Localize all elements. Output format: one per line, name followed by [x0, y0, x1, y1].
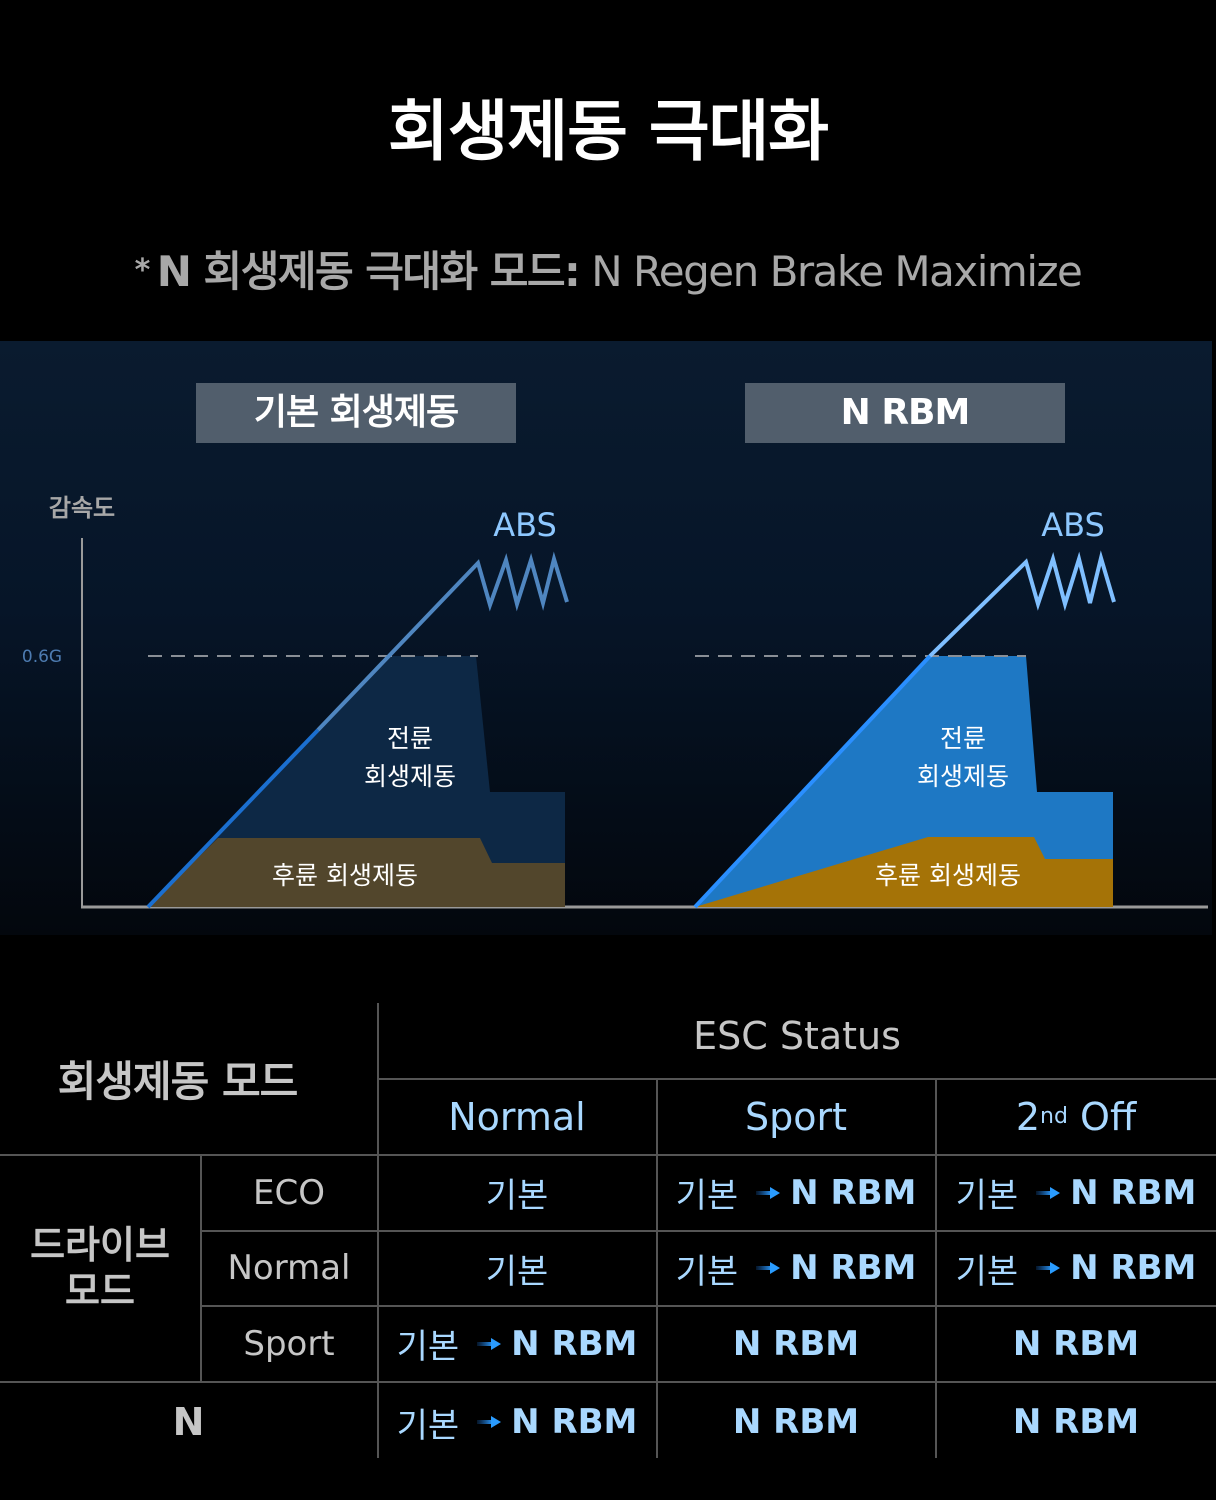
mode-to: N RBM: [511, 1323, 638, 1364]
grid-line: [200, 1155, 202, 1382]
panel-tag-basic: 기본 회생제동: [196, 383, 516, 443]
row-label-eco: ECO: [253, 1172, 325, 1213]
arrow-right-icon: [1036, 1262, 1061, 1274]
arrow-right-icon: [477, 1416, 502, 1428]
mode-to: N RBM: [790, 1248, 917, 1288]
mode-from: 기본: [955, 1251, 1019, 1292]
table-cell: N RBM: [657, 1382, 935, 1462]
table-cell: N RBM: [657, 1306, 935, 1381]
abs-zigzag: [316, 551, 569, 732]
mode-from: 기본: [675, 1251, 739, 1292]
esc-col-normal: Normal: [448, 1094, 586, 1139]
rear-label: 후륜 회생제동: [875, 861, 1021, 890]
grid-line: [378, 1078, 1216, 1080]
arrow-right-icon: [1036, 1186, 1061, 1199]
grid-line: [200, 1230, 1216, 1232]
mode-to: N RBM: [732, 1402, 860, 1442]
group-label-line1: 드라이브: [30, 1223, 170, 1267]
table-cell: N RBM: [936, 1382, 1216, 1462]
mode-to: N RBM: [790, 1172, 917, 1213]
esc-status-header: ESC Status: [693, 1014, 901, 1058]
regen-braking-diagram: 감속도 0.6G ABS 전륜 회생제동 후륜 회생제동 ABS 전륜 회생제동…: [22, 494, 1208, 909]
subtitle-bold: N 회생제동 극대화 모드:: [156, 247, 581, 296]
mode-to: N RBM: [511, 1402, 638, 1442]
grid-line: [200, 1305, 1216, 1307]
rear-wheel-area: [695, 837, 1113, 907]
table-cell: N RBM: [936, 1306, 1216, 1381]
mode-from: 기본: [485, 1251, 549, 1292]
rear-wheel-area: [148, 838, 565, 907]
arrow-right-icon: [477, 1337, 502, 1350]
page-subtitle: * N 회생제동 극대화 모드: N Regen Brake Maximize: [0, 238, 1216, 299]
front-label-line1: 전륜: [940, 724, 986, 753]
front-label-line2: 회생제동: [917, 762, 1009, 791]
chart-nrbm: ABS 전륜 회생제동 후륜 회생제동: [693, 506, 1116, 909]
mode-from: 기본: [396, 1405, 460, 1446]
esc-col-sport: Sport: [744, 1094, 847, 1139]
threshold-label: 0.6G: [22, 647, 62, 667]
mode-from: 기본: [955, 1176, 1019, 1216]
grid-line: [0, 1154, 1216, 1156]
mode-to: N RBM: [732, 1323, 860, 1364]
table-cell: 기본: [378, 1231, 656, 1305]
table-cell: 기본 N RBM: [378, 1306, 656, 1381]
table-cell: 기본 N RBM: [378, 1382, 656, 1462]
esc-col-2nd-off-number: 2: [1015, 1094, 1041, 1139]
table-cell: 기본 N RBM: [936, 1155, 1216, 1230]
front-label-line2: 회생제동: [364, 762, 456, 791]
mode-to: N RBM: [1070, 1248, 1197, 1288]
arrow-right-icon: [756, 1262, 781, 1274]
panel-tag-nrbm: N RBM: [745, 383, 1065, 443]
subtitle-regular: N Regen Brake Maximize: [591, 247, 1083, 296]
grid-line: [0, 1381, 1216, 1383]
table-cell: 기본 N RBM: [657, 1155, 935, 1230]
arrow-right-icon: [756, 1186, 781, 1199]
mode-from: 기본: [675, 1176, 739, 1216]
chart-basic: ABS 전륜 회생제동 후륜 회생제동: [146, 506, 569, 909]
y-axis-label: 감속도: [49, 494, 115, 522]
grid-line: [935, 1079, 937, 1458]
drive-mode-group-label: 드라이브 모드: [0, 1155, 200, 1381]
table-cell: 기본 N RBM: [936, 1231, 1216, 1305]
abs-label: ABS: [1041, 506, 1105, 544]
mode-to: N RBM: [1070, 1172, 1197, 1213]
abs-zigzag: [928, 550, 1116, 658]
page-title: 회생제동 극대화: [387, 93, 829, 170]
table-cell: 기본: [378, 1155, 656, 1230]
mode-from: 기본: [485, 1176, 549, 1216]
rear-label: 후륜 회생제동: [272, 861, 418, 890]
row-label-sport: Sport: [243, 1323, 335, 1364]
mode-to: N RBM: [1012, 1323, 1140, 1364]
row-label-n: N: [172, 1400, 205, 1444]
esc-col-2nd-off-rest: Off: [1067, 1094, 1137, 1139]
abs-label: ABS: [493, 506, 557, 544]
row-label-normal: Normal: [227, 1248, 351, 1288]
footnote-star: *: [134, 253, 151, 288]
diagram-panel: 기본 회생제동 N RBM 감속도 0.6G ABS 전륜 회생제동 후륜 회생…: [0, 341, 1212, 935]
deceleration-line: [146, 728, 320, 909]
corner-header: 회생제동 모드: [57, 1057, 298, 1106]
mode-from: 기본: [396, 1327, 460, 1367]
table-cell: 기본 N RBM: [657, 1231, 935, 1305]
group-label-line2: 모드: [65, 1269, 135, 1313]
deceleration-line: [693, 654, 932, 909]
front-label-line1: 전륜: [387, 724, 433, 753]
esc-col-2nd-off-sup: nd: [1040, 1104, 1068, 1129]
mode-to: N RBM: [1012, 1402, 1140, 1442]
grid-line: [656, 1079, 658, 1458]
